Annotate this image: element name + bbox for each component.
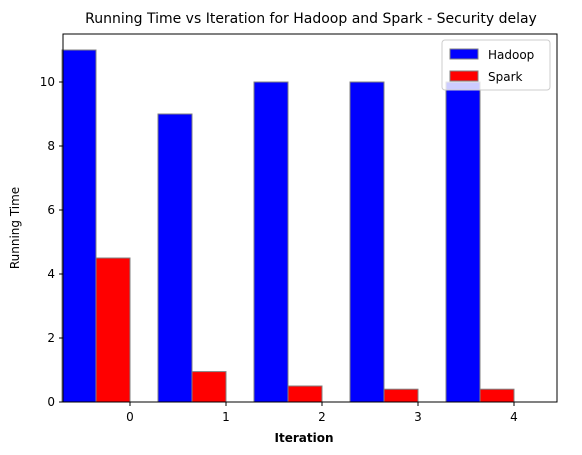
bar-hadoop-1 — [157, 113, 193, 403]
bar-hadoop-0 — [61, 49, 97, 403]
y-tick-label: 4 — [47, 267, 55, 281]
y-axis-label: Running Time — [8, 187, 22, 269]
bar-spark-1 — [191, 371, 227, 403]
y-tick-label: 2 — [47, 331, 55, 345]
legend-label-spark: Spark — [488, 70, 523, 84]
y-tick-label: 10 — [40, 75, 55, 89]
x-tick-label: 3 — [414, 410, 422, 424]
y-tick-label: 8 — [47, 139, 55, 153]
bar-hadoop-2 — [253, 81, 289, 403]
x-axis-label: Iteration — [275, 431, 334, 445]
plot-area: 0 1 2 3 4 0 2 4 6 8 10 — [40, 33, 558, 424]
bar-spark-2 — [287, 385, 323, 403]
x-tick-label: 4 — [510, 410, 518, 424]
y-axis-ticks: 0 2 4 6 8 10 — [40, 75, 63, 409]
bar-spark-4 — [479, 388, 515, 403]
chart-title: Running Time vs Iteration for Hadoop and… — [85, 11, 537, 27]
x-axis-ticks: 0 1 2 3 4 — [126, 402, 518, 424]
legend-swatch-hadoop — [449, 48, 479, 60]
x-tick-label: 2 — [318, 410, 326, 424]
axes-frame — [62, 33, 558, 403]
legend-swatch-spark — [449, 70, 479, 82]
bar-spark-0 — [95, 257, 131, 403]
y-tick-label: 6 — [47, 203, 55, 217]
bar-spark-3 — [383, 388, 419, 403]
bar-hadoop-3 — [349, 81, 385, 403]
x-tick-label: 0 — [126, 410, 134, 424]
bar-hadoop-4 — [445, 81, 481, 403]
y-tick-label: 0 — [47, 395, 55, 409]
bars-layer — [61, 49, 515, 403]
x-tick-label: 1 — [222, 410, 230, 424]
legend: Hadoop Spark — [441, 39, 551, 91]
legend-label-hadoop: Hadoop — [488, 48, 534, 62]
